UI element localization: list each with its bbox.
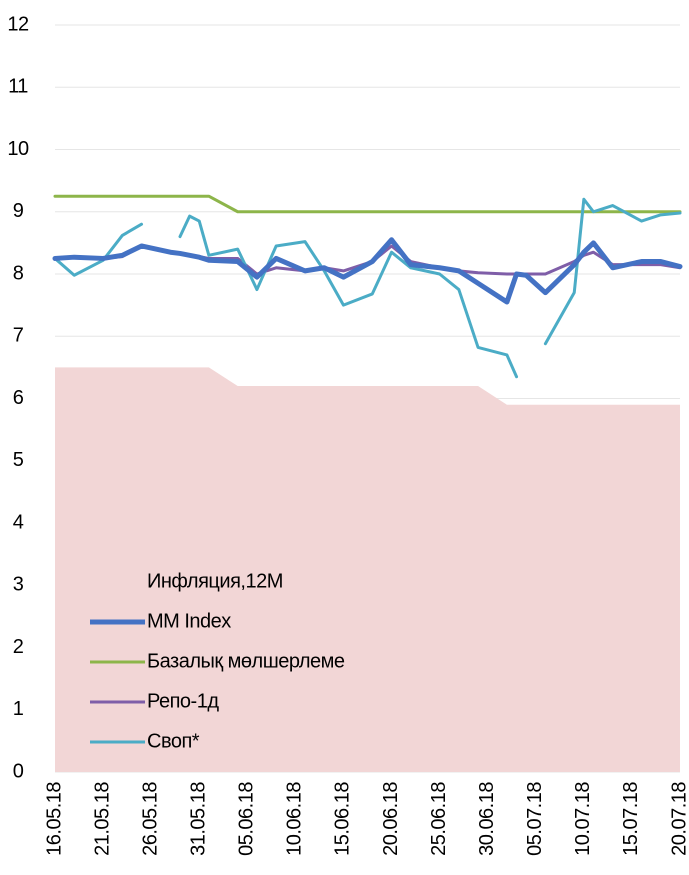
x-tick-label: 26.05.18 [139,782,161,856]
legend-swatch [90,573,145,591]
y-tick-label: 9 [13,200,24,222]
x-tick-label: 05.06.18 [236,782,258,856]
y-tick-label: 5 [13,449,24,471]
x-tick-label: 10.07.18 [572,782,594,856]
legend-label: Своп* [147,730,200,752]
y-tick-label: 11 [8,76,28,98]
y-tick-label: 1 [13,698,24,720]
line [53,197,682,379]
x-tick-label: 15.07.18 [620,782,642,856]
x-tick-label: 30.06.18 [476,782,498,856]
y-tick-label: 2 [13,636,24,658]
x-tick-label: 20.07.18 [668,782,689,856]
y-tick-label: 6 [13,387,24,409]
x-tick-label: 25.06.18 [428,782,450,856]
legend-label: Базалық мөлшерлеме [147,650,345,672]
x-tick-label: 15.06.18 [332,782,354,856]
legend-label: Репо-1д [147,690,219,712]
y-tick-label: 12 [7,13,29,35]
x-tick-label: 21.05.18 [91,782,113,856]
x-tick-label: 05.07.18 [524,782,546,856]
area [55,367,680,772]
line [52,237,683,305]
y-tick-label: 0 [13,760,24,782]
y-tick-label: 3 [13,574,24,596]
x-tick-label: 20.06.18 [380,782,402,856]
x-tick-label: 31.05.18 [188,782,210,856]
x-tick-label: 10.06.18 [284,782,306,856]
legend-label: Инфляция,12М [147,570,283,592]
line [53,194,682,214]
y-tick-label: 8 [13,262,24,284]
y-tick-label: 10 [7,138,29,160]
legend-label: MM Index [147,610,231,632]
y-tick-label: 4 [13,511,24,533]
y-tick-label: 7 [13,325,24,347]
x-tick-label: 16.05.18 [43,782,65,856]
